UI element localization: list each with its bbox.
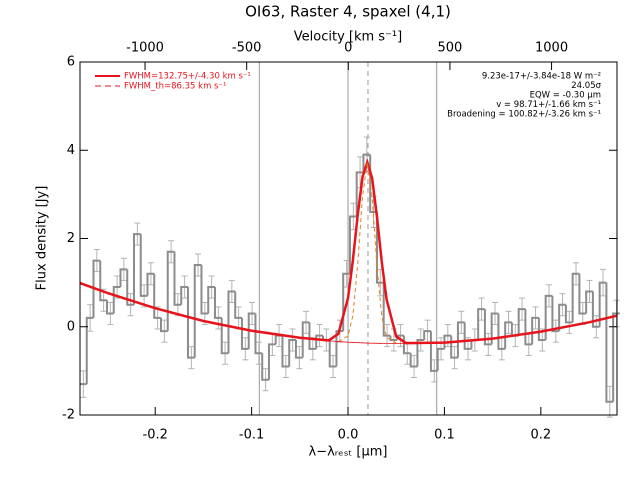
step <box>85 316 94 385</box>
step <box>456 321 465 358</box>
step <box>281 335 290 368</box>
step <box>213 287 222 319</box>
annotation: 9.23e-17+/-3.84e-18 W m⁻² <box>482 72 601 82</box>
legend-label: FWHM_th=86.35 km s⁻¹ <box>124 82 226 92</box>
step <box>126 269 134 306</box>
step <box>463 322 472 350</box>
step <box>416 338 425 367</box>
legend-label: FWHM=132.75+/-4.30 km s⁻¹ <box>124 72 251 82</box>
y-tick-label: 4 <box>67 143 75 158</box>
chart-title: OI63, Raster 4, spaxel (4,1) <box>245 3 451 21</box>
step <box>571 272 580 323</box>
step <box>92 259 101 318</box>
step <box>409 353 418 368</box>
step <box>193 263 202 358</box>
step <box>612 312 620 402</box>
step <box>443 334 452 349</box>
x2-tick-label: 0 <box>344 41 352 56</box>
step <box>429 331 438 372</box>
step <box>254 313 263 355</box>
annotation: 24.05σ <box>571 81 601 91</box>
step <box>585 290 593 314</box>
x2-axis-label: Velocity [km s⁻¹] <box>294 30 402 45</box>
step <box>517 308 526 336</box>
step <box>578 273 587 315</box>
step <box>308 322 317 350</box>
x-tick-label: -0.1 <box>239 428 264 443</box>
step <box>558 303 566 332</box>
step <box>200 264 209 315</box>
x-tick-label: 0.0 <box>338 428 359 443</box>
step <box>186 287 195 359</box>
step <box>99 260 107 302</box>
fit-line <box>338 162 397 344</box>
step <box>227 290 236 354</box>
step <box>477 308 485 340</box>
step <box>139 234 148 297</box>
x2-tick-label: 1000 <box>535 41 568 56</box>
step <box>335 330 344 367</box>
step <box>423 330 431 340</box>
step <box>105 300 114 315</box>
step <box>159 317 168 333</box>
step <box>288 338 296 367</box>
step <box>483 309 492 346</box>
step <box>220 317 229 355</box>
y-tick-label: 0 <box>67 319 75 334</box>
step <box>375 212 384 284</box>
y-tick-label: -2 <box>62 408 75 423</box>
fit-line <box>79 157 618 345</box>
x-tick-label: -0.2 <box>143 428 168 443</box>
step <box>267 343 276 380</box>
step <box>591 291 600 328</box>
step <box>355 171 364 217</box>
step <box>173 251 182 306</box>
step <box>207 286 215 314</box>
step <box>490 312 499 345</box>
step <box>247 312 256 349</box>
x2-tick-label: -1000 <box>126 41 164 56</box>
step <box>146 272 155 296</box>
y-axis-label: Flux density [Jy] <box>35 186 50 291</box>
step <box>166 250 175 332</box>
step <box>544 294 553 340</box>
x-tick-label: 0.1 <box>434 428 455 443</box>
step <box>180 286 188 305</box>
step <box>497 313 506 350</box>
x2-tick-label: 500 <box>438 41 463 56</box>
step <box>504 321 512 349</box>
step <box>112 286 121 314</box>
step <box>234 291 242 319</box>
step <box>564 304 573 324</box>
step <box>551 295 560 333</box>
step <box>153 273 161 319</box>
fit-line <box>290 336 416 345</box>
x-axis-label: λ−λᵣₑₛₜ [μm] <box>309 445 388 460</box>
annotation: EQW = -0.30 μm <box>530 91 601 101</box>
step <box>537 317 546 341</box>
y-tick-label: 2 <box>67 231 75 246</box>
annotation: Broadening = 100.82+/-3.26 km s⁻¹ <box>447 110 601 120</box>
step <box>382 282 391 337</box>
step <box>348 215 357 274</box>
step <box>436 347 445 371</box>
step <box>531 316 539 345</box>
step <box>119 268 128 288</box>
annotation: v = 98.71+/-1.66 km s⁻¹ <box>496 100 601 110</box>
x-tick-label: 0.2 <box>530 428 551 443</box>
step <box>294 339 303 359</box>
step <box>598 281 607 327</box>
step <box>301 321 310 358</box>
step <box>315 334 323 349</box>
step <box>524 309 533 346</box>
step <box>132 233 141 305</box>
step <box>362 153 371 173</box>
x2-tick-label: -500 <box>232 41 262 56</box>
step <box>261 353 269 381</box>
y-tick-label: 6 <box>67 55 75 70</box>
step <box>605 282 614 403</box>
step <box>328 339 337 368</box>
